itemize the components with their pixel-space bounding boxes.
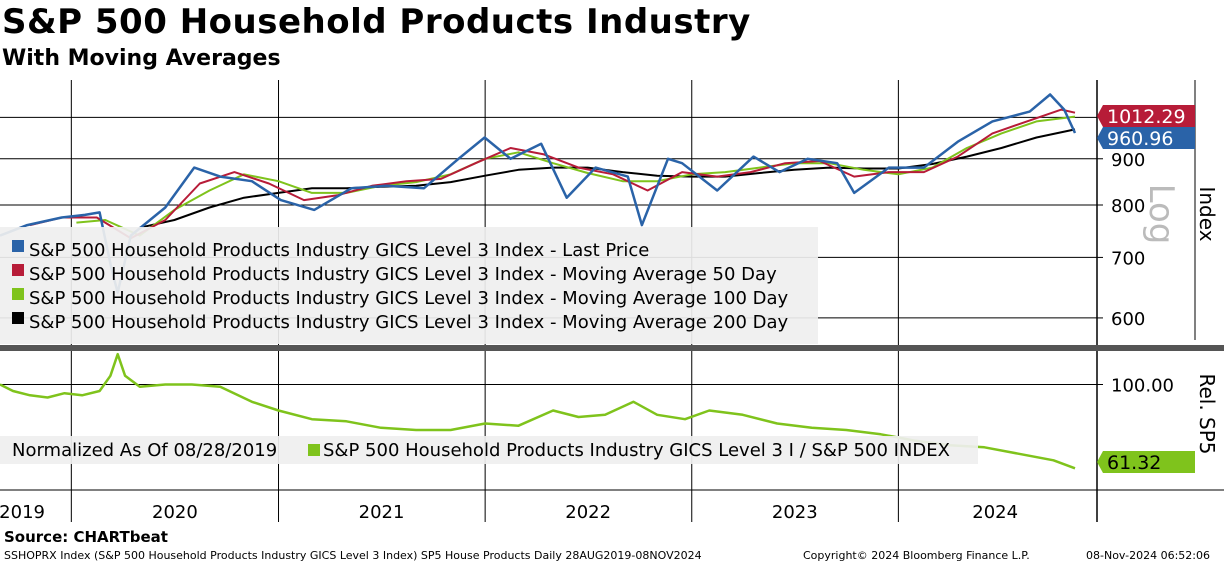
upper-legend-box — [0, 227, 818, 344]
relative-series-line — [0, 352, 1076, 470]
legend-entry: S&P 500 Household Products Industry GICS… — [323, 440, 950, 461]
price-last-value: 960.96 — [1107, 128, 1173, 150]
y-tick-label: 900 — [1111, 150, 1145, 171]
lower-legend-box — [0, 436, 978, 464]
x-tick-label: 2023 — [772, 502, 818, 523]
ma50-last-value-bg — [1097, 105, 1195, 127]
legend-entry: S&P 500 Household Products Industry GICS… — [29, 240, 649, 261]
footer-copyright: Copyright© 2024 Bloomberg Finance L.P. — [803, 549, 1030, 562]
y-tick-label: 700 — [1111, 248, 1145, 269]
normalization-note: Normalized As Of 08/28/2019 — [12, 440, 277, 461]
x-tick-label: 2022 — [565, 502, 611, 523]
x-tick-label: 2024 — [972, 502, 1018, 523]
y-tick-label: 800 — [1111, 196, 1145, 217]
chart-source: Source: CHARTbeat — [4, 528, 168, 546]
relative-last-value: 61.32 — [1107, 452, 1161, 474]
legend-swatch — [12, 264, 24, 276]
lower-axis-title: Rel. SP5 — [1195, 373, 1219, 454]
x-tick-label: 2019 — [0, 502, 45, 523]
legend-swatch — [12, 312, 24, 324]
ma50-last-value: 1012.29 — [1107, 106, 1186, 128]
upper-axis-title: Index — [1195, 186, 1219, 241]
footer-timestamp: 08-Nov-2024 06:52:06 — [1086, 549, 1211, 562]
x-tick-label: 2021 — [359, 502, 405, 523]
chart-title: S&P 500 Household Products Industry — [2, 2, 751, 42]
legend-entry: S&P 500 Household Products Industry GICS… — [29, 288, 789, 309]
lower-y-tick-label: 100.00 — [1111, 376, 1174, 397]
y-tick-label: 600 — [1111, 309, 1145, 330]
log-scale-label: Log — [1141, 184, 1181, 245]
x-tick-label: 2020 — [152, 502, 198, 523]
relative-last-value-bg — [1097, 451, 1195, 473]
panel-separator — [0, 345, 1224, 351]
series-line — [29, 108, 1076, 240]
footer-description: SSHOPRX Index (S&P 500 Household Product… — [4, 549, 702, 562]
legend-swatch — [12, 288, 24, 300]
price-last-value-bg — [1097, 127, 1195, 149]
legend-entry: S&P 500 Household Products Industry GICS… — [29, 264, 777, 285]
chart-subtitle: With Moving Averages — [2, 46, 281, 71]
series-line — [76, 115, 1076, 237]
legend-swatch — [12, 240, 24, 252]
legend-swatch — [308, 444, 320, 456]
legend-entry: S&P 500 Household Products Industry GICS… — [29, 312, 789, 333]
